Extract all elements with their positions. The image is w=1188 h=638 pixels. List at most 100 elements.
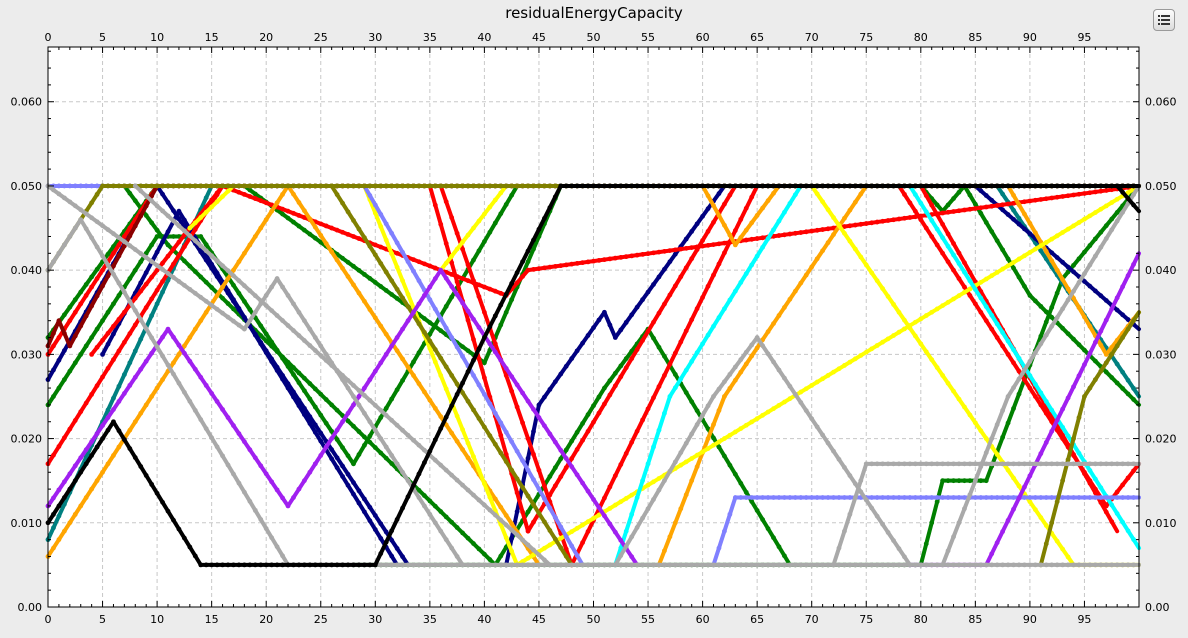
data-point <box>160 191 165 197</box>
data-point <box>443 562 449 568</box>
data-point <box>1060 424 1066 430</box>
data-point <box>394 240 400 246</box>
data-point <box>329 436 335 441</box>
data-point <box>378 284 384 289</box>
data-point <box>651 282 656 287</box>
data-point <box>138 288 144 294</box>
data-point <box>1103 203 1109 209</box>
data-point <box>700 238 705 243</box>
data-point <box>105 365 111 371</box>
data-point <box>749 236 755 242</box>
data-point <box>602 385 607 391</box>
data-point <box>449 373 455 378</box>
data-point <box>241 326 247 332</box>
data-point <box>825 373 831 378</box>
data-point <box>847 511 853 517</box>
data-point <box>209 302 215 308</box>
data-point <box>776 402 782 408</box>
data-point <box>591 419 596 425</box>
data-point <box>116 444 122 450</box>
data-point <box>498 517 504 523</box>
data-point <box>1071 336 1076 342</box>
data-point <box>372 242 378 248</box>
data-point <box>367 397 373 403</box>
data-point <box>1120 495 1126 500</box>
data-point <box>689 478 695 484</box>
data-point <box>51 259 56 265</box>
data-point <box>143 193 149 199</box>
data-point <box>181 183 187 189</box>
data-point <box>809 264 815 270</box>
data-point <box>416 183 422 189</box>
data-point <box>1076 495 1082 500</box>
data-point <box>765 329 771 335</box>
data-point <box>372 315 378 321</box>
data-point <box>56 335 62 340</box>
data-point <box>67 520 73 526</box>
data-point <box>923 193 929 198</box>
data-point <box>531 502 536 508</box>
data-point <box>465 278 471 284</box>
data-point <box>940 461 946 467</box>
data-point <box>945 243 951 249</box>
data-point <box>1125 326 1131 332</box>
data-point <box>1076 373 1082 379</box>
data-point <box>962 562 967 568</box>
data-point <box>863 349 869 355</box>
data-point <box>181 258 187 264</box>
data-point <box>1011 192 1016 198</box>
data-point <box>83 282 89 287</box>
data-point <box>885 461 891 467</box>
data-point <box>160 260 165 266</box>
data-point <box>280 183 285 189</box>
data-point <box>607 562 613 568</box>
data-point <box>105 273 111 279</box>
data-point <box>738 426 744 432</box>
data-point <box>356 226 362 232</box>
data-point <box>438 221 444 227</box>
data-point <box>367 193 373 198</box>
data-point <box>214 444 220 450</box>
data-point <box>280 354 285 360</box>
data-point <box>1076 220 1082 225</box>
data-point <box>198 318 204 324</box>
data-point <box>978 210 984 216</box>
data-point <box>318 430 324 436</box>
data-point <box>667 468 673 474</box>
data-point <box>651 562 656 568</box>
data-point <box>618 545 624 551</box>
data-point <box>296 200 302 205</box>
data-point <box>187 233 193 239</box>
data-point <box>236 431 242 437</box>
data-point <box>509 439 515 445</box>
data-point <box>1038 461 1044 467</box>
data-point <box>94 478 100 484</box>
data-point <box>509 527 515 533</box>
data-point <box>356 429 362 434</box>
data-point <box>438 316 444 321</box>
data-point <box>1103 360 1109 366</box>
data-point <box>803 495 809 500</box>
data-point <box>454 554 460 559</box>
data-point <box>782 232 787 238</box>
data-point <box>427 511 433 517</box>
data-point <box>929 562 935 568</box>
data-point <box>1114 307 1120 313</box>
data-point <box>1038 402 1044 408</box>
data-point <box>591 403 596 409</box>
data-point <box>263 200 269 206</box>
data-point <box>618 374 624 380</box>
data-point <box>400 249 405 255</box>
data-point <box>629 492 635 498</box>
data-point <box>116 399 122 404</box>
data-point <box>863 221 869 226</box>
series-38 <box>45 267 640 567</box>
data-point <box>411 437 416 443</box>
data-point <box>842 562 847 568</box>
data-point <box>1109 495 1115 500</box>
data-point <box>443 303 449 309</box>
data-point <box>1038 248 1044 254</box>
data-point <box>1071 461 1076 467</box>
data-point <box>1011 406 1016 411</box>
data-point <box>307 231 313 237</box>
